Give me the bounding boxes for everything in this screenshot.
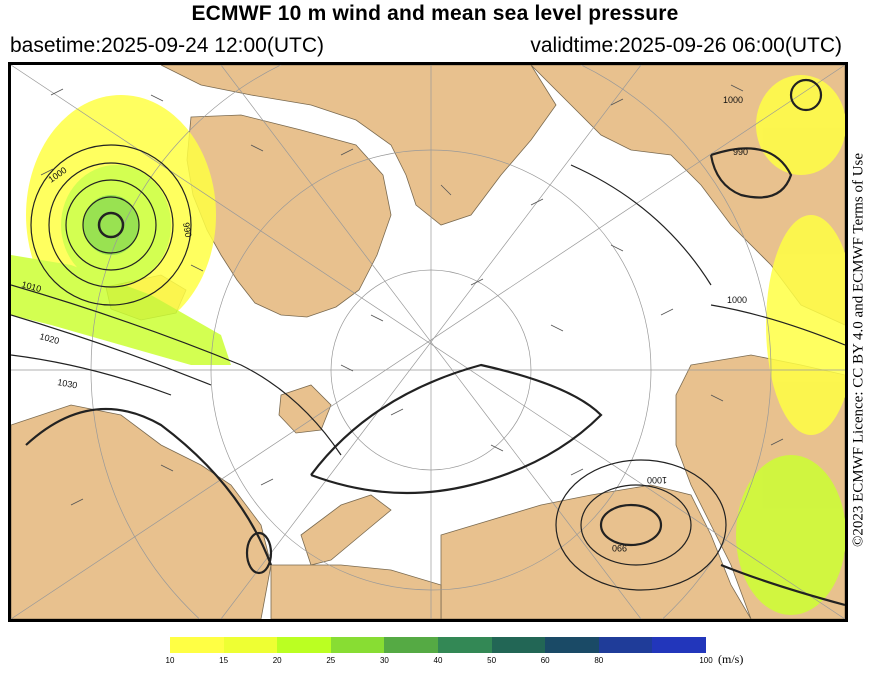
colorbar-tick-label: 40 (433, 656, 443, 665)
wind-area-atlantic-center (83, 195, 139, 255)
scandinavia-landmass (11, 404, 272, 619)
basetime-label: basetime:2025-09-24 12:00(UTC) (10, 34, 324, 57)
wind-area-east (766, 215, 845, 435)
colorbar-swatch (598, 637, 653, 653)
colorbar-swatch (545, 637, 599, 653)
greenland-landmass (186, 114, 392, 318)
colorbar-swatch (223, 637, 278, 653)
map-canvas: 1000 990 1010 1020 1030 1000 990 1000 10… (11, 65, 845, 619)
central-europe-landmass (270, 564, 442, 619)
wind-band-norwegian-sea (11, 255, 231, 365)
isobar-label: 1000 (647, 475, 667, 485)
chart-title: ECMWF 10 m wind and mean sea level press… (191, 2, 679, 25)
licence-text-container: ©2023 ECMWF Licence: CC BY 4.0 and ECMWF… (848, 80, 870, 620)
map-panel[interactable]: 1000 990 1010 1020 1030 1000 990 1000 10… (8, 62, 848, 622)
colorbar-swatch (170, 637, 224, 653)
colorbar-tick-label: 20 (272, 656, 282, 665)
wind-arrow-layer (40, 84, 784, 506)
colorbar-tick-label: 60 (540, 656, 550, 665)
colorbar-tick-label: 80 (594, 656, 604, 665)
wind-area-southeast (736, 455, 845, 615)
isobar-label: 990 (181, 222, 193, 239)
colorbar-swatch (652, 637, 706, 653)
licence-text: ©2023 ECMWF Licence: CC BY 4.0 and ECMWF… (850, 152, 867, 548)
isobar-label: 1000 (727, 295, 747, 305)
colorbar-swatch (277, 637, 331, 653)
colorbar-tick-label: 15 (219, 656, 229, 665)
novaya-zemlya-landmass (300, 494, 392, 566)
colorbar-tick-label: 100 (699, 656, 713, 665)
colorbar-swatch (437, 637, 492, 653)
colorbar-swatch (330, 637, 385, 653)
isobar-label: 990 (612, 543, 627, 553)
colorbar-tick-label: 25 (326, 656, 336, 665)
isobar-label: 1000 (723, 95, 743, 105)
wind-speed-colorbar (170, 637, 706, 653)
colorbar-tick-label: 10 (165, 656, 175, 665)
colorbar-swatch (384, 637, 438, 653)
wind-area-northeast (756, 75, 845, 175)
isobar-layer (11, 78, 845, 607)
colorbar-unit-label: (m/s) (718, 652, 744, 666)
colorbar-tick-label: 30 (379, 656, 389, 665)
isobar-label: 1030 (57, 377, 78, 390)
isobar-label: 1020 (38, 331, 60, 346)
validtime-label: validtime:2025-09-26 06:00(UTC) (530, 34, 842, 57)
colorbar-tick-labels: 10 15 20 25 30 40 50 60 80 100 (166, 656, 730, 670)
svalbard-landmass (278, 384, 332, 434)
colorbar-tick-label: 50 (487, 656, 497, 665)
graticule-layer (11, 65, 845, 619)
canadian-archipelago-landmass (160, 65, 557, 226)
colorbar-swatch (491, 637, 546, 653)
isobar-label: 990 (733, 147, 748, 157)
